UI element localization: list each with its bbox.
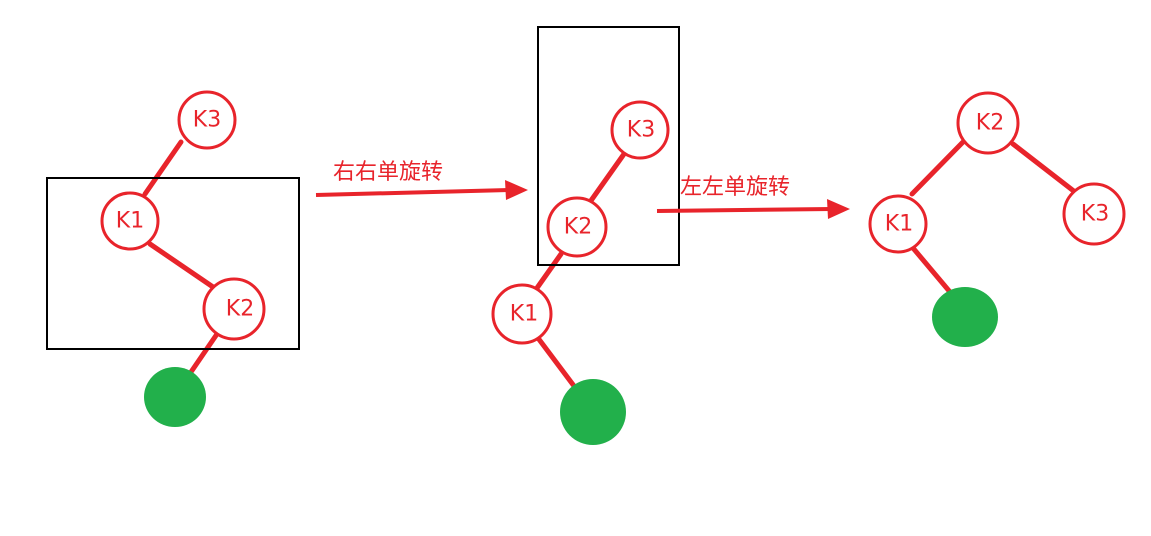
- tree-middle: K3 K2 K1: [491, 26, 680, 445]
- node-k1-label: K1: [510, 302, 538, 327]
- arrow-left-rotation-label: 左左单旋转: [680, 175, 790, 200]
- node-k2-label: K2: [226, 297, 254, 322]
- node-k2: K2: [956, 91, 1020, 155]
- node-k2: K2: [202, 277, 266, 341]
- rotation-focus-box: [46, 177, 300, 350]
- arrow-left-rotation: 左左单旋转: [656, 175, 850, 219]
- node-k3: K3: [177, 90, 237, 150]
- edge-k1-leaf: [910, 245, 953, 295]
- node-k1-label: K1: [885, 212, 913, 237]
- node-k1-label: K1: [116, 209, 144, 234]
- arrow-right-rotation: 右右单旋转: [315, 160, 528, 200]
- node-k2: K2: [546, 196, 608, 258]
- node-k1: K1: [868, 194, 928, 254]
- edge-k3-k2: [587, 151, 627, 205]
- node-k3: K3: [610, 100, 670, 160]
- node-k3-label: K3: [193, 108, 221, 133]
- leaf-node: [932, 287, 998, 347]
- leaf-node: [144, 367, 206, 427]
- tree-before: K3 K1 K2: [46, 90, 300, 427]
- node-k2-label: K2: [976, 111, 1004, 136]
- edge-k1-k2: [147, 241, 216, 290]
- edge-k2-k1: [534, 251, 564, 291]
- tree-after: K2 K1 K3: [868, 91, 1126, 347]
- arrow-right-rotation-label: 右右单旋转: [333, 160, 443, 185]
- node-k1: K1: [100, 191, 160, 251]
- edge-k3-k1: [142, 139, 184, 197]
- node-k3-label: K3: [1081, 202, 1109, 227]
- node-k1: K1: [491, 283, 553, 345]
- node-k2-label: K2: [564, 215, 592, 240]
- rotation-focus-box: [537, 26, 680, 266]
- edge-k2-k3: [1010, 141, 1078, 195]
- node-k3-label: K3: [627, 118, 655, 143]
- edge-k2-leaf: [188, 331, 220, 375]
- edge-k2-k1: [909, 139, 966, 197]
- edge-k1-leaf: [535, 335, 577, 389]
- leaf-node: [560, 379, 626, 445]
- node-k3: K3: [1062, 182, 1126, 246]
